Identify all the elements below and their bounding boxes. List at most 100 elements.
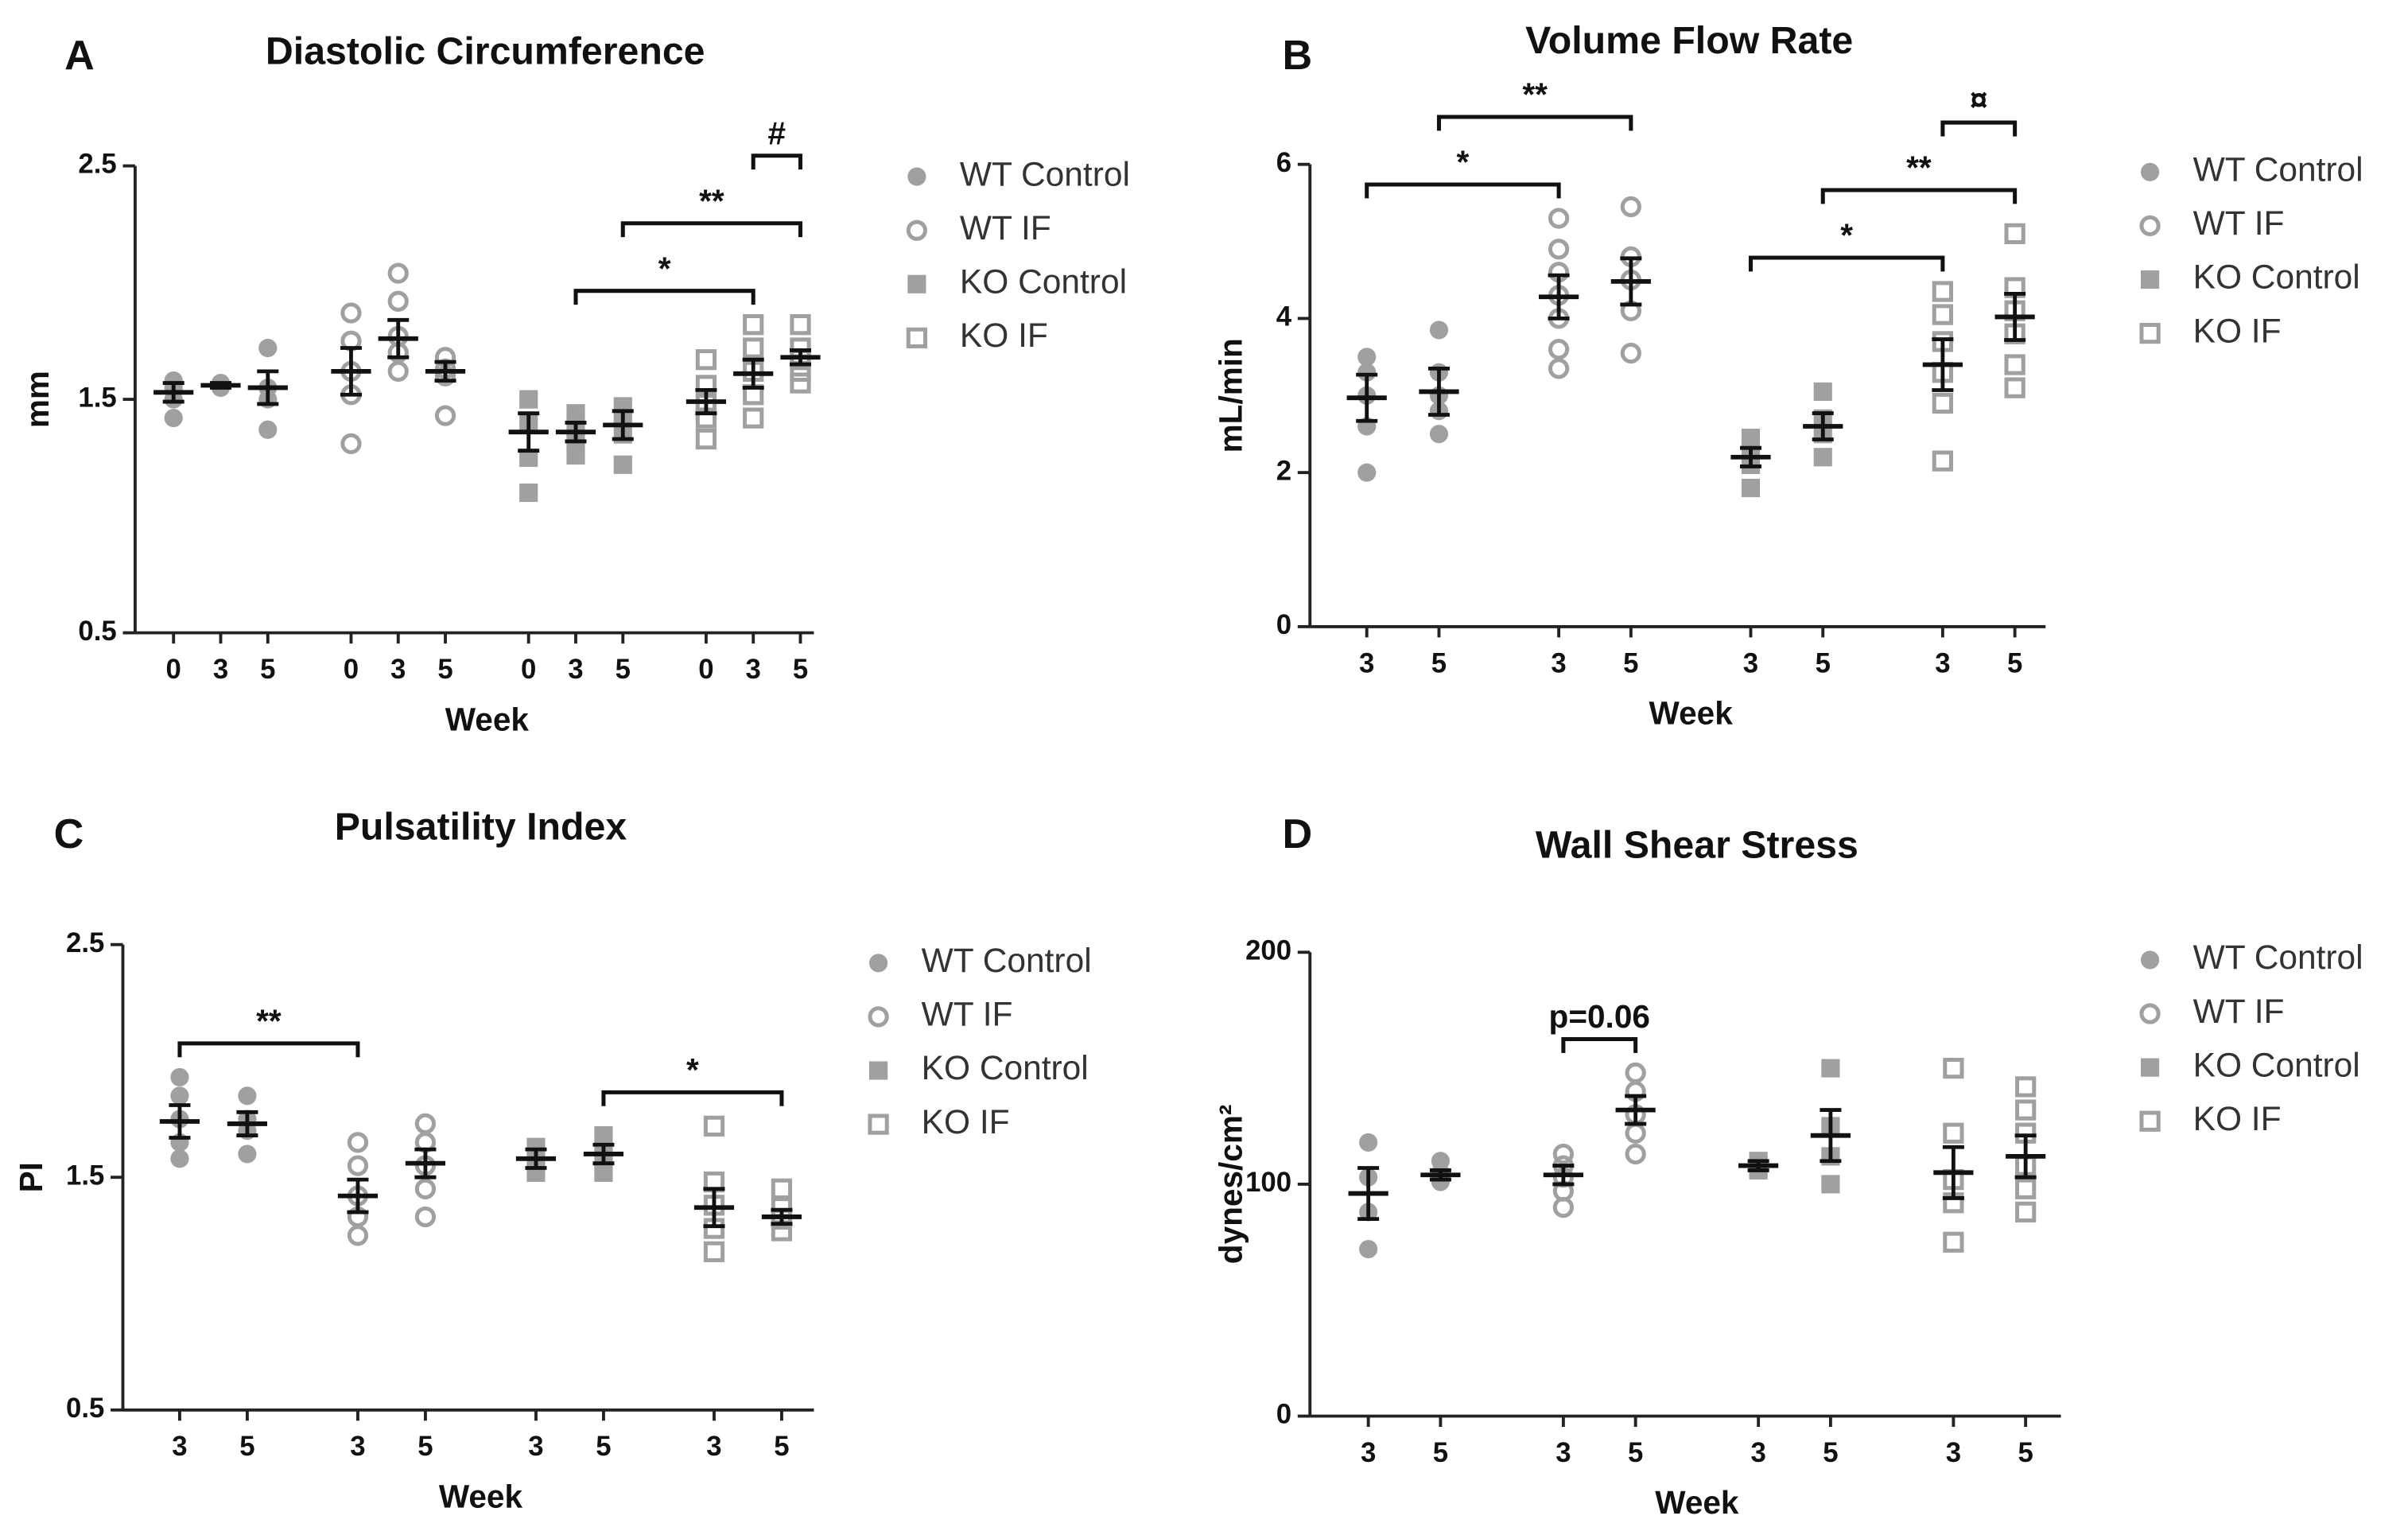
legend-marker [2139, 1003, 2161, 1024]
data-point [2015, 1076, 2037, 1098]
x-tick-label: 3 [706, 1432, 721, 1462]
x-tick-label: 3 [213, 655, 228, 685]
x-tick-label: 3 [1555, 1438, 1571, 1468]
x-axis-label: Week [1655, 1484, 1739, 1521]
data-point [695, 349, 717, 371]
chart-panel: A Diastolic Circumference mm 0.5 1.5 2.5 0 3 5 WT… [19, 29, 1130, 737]
panel-letter: D [1282, 811, 1312, 857]
data-point [1821, 1059, 1840, 1078]
data-point [695, 428, 717, 450]
data-point [771, 1178, 793, 1199]
significance-bracket [601, 1090, 784, 1106]
data-point [1548, 239, 1570, 260]
data-point [170, 1086, 189, 1106]
significance-label: # [768, 115, 786, 151]
data-point [1741, 478, 1761, 498]
legend-marker [907, 274, 926, 293]
legend-label: WT IF [2193, 993, 2285, 1031]
data-point [1932, 392, 1954, 414]
data-point [258, 420, 278, 439]
chart-title: Diastolic Circumference [266, 29, 705, 72]
legend-label: KO IF [2193, 1101, 2282, 1138]
x-tick-label: 5 [774, 1432, 789, 1462]
x-tick-label: 3 [1946, 1438, 1961, 1468]
data-point [387, 360, 409, 383]
legend-marker [907, 167, 926, 186]
legend-label: WT Control [2193, 939, 2363, 977]
significance-bracket [1436, 115, 1633, 131]
x-tick-label: 3 [1750, 1438, 1765, 1468]
significance-bracket [573, 289, 755, 305]
x-tick-label: 5 [1431, 648, 1447, 678]
data-point [790, 314, 811, 336]
data-point [1932, 281, 1954, 302]
significance-bracket [1748, 255, 1945, 272]
y-tick-label: 0.5 [66, 1393, 104, 1424]
data-point [1357, 363, 1377, 382]
data-point [703, 1241, 725, 1262]
legend-label: WT IF [2193, 205, 2285, 243]
data-point [238, 1086, 257, 1106]
y-axis-label: mL/min [1212, 338, 1249, 453]
data-point [1357, 463, 1377, 482]
significance-bracket [1561, 1036, 1638, 1053]
x-tick-label: 5 [1628, 1438, 1643, 1468]
data-point [1548, 358, 1570, 379]
y-axis-label: PI [13, 1162, 49, 1192]
significance-label: * [1457, 144, 1470, 181]
data-point [743, 314, 764, 336]
data-point [2015, 1201, 2037, 1223]
panel-letter: B [1282, 33, 1312, 79]
legend-label: KO IF [2193, 313, 2282, 350]
x-tick-label: 5 [260, 655, 275, 685]
x-tick-label: 5 [437, 655, 452, 685]
legend-label: WT Control [922, 942, 1092, 980]
data-point [1943, 1057, 1964, 1079]
data-point [414, 1113, 437, 1135]
data-point [613, 455, 632, 474]
data-point [1943, 1122, 1964, 1144]
legend-marker [869, 1061, 888, 1080]
data-point [1357, 348, 1377, 367]
significance-bracket [1940, 120, 2018, 137]
significance-bracket [1820, 188, 2018, 204]
y-tick-label: 2.5 [66, 928, 104, 958]
data-point [594, 1163, 613, 1182]
data-point [2004, 354, 2025, 375]
legend-marker [869, 954, 888, 973]
legend-label: WT IF [960, 210, 1051, 247]
x-tick-label: 5 [2007, 648, 2022, 678]
x-axis-label: Week [439, 1479, 523, 1515]
legend-marker [2139, 322, 2161, 344]
significance-label: ** [1522, 76, 1548, 113]
data-point [1620, 342, 1641, 364]
significance-label: * [1840, 217, 1853, 254]
data-point [1620, 196, 1641, 218]
y-tick-label: 2.5 [78, 150, 116, 180]
legend-label: KO IF [960, 317, 1048, 355]
data-point [347, 1155, 369, 1176]
x-tick-label: 3 [350, 1432, 365, 1462]
legend-marker [2140, 1058, 2160, 1077]
data-point [703, 1115, 725, 1137]
data-point [2004, 223, 2025, 244]
y-tick-label: 6 [1276, 148, 1291, 178]
chart-panel: D Wall Shear Stress dynes/cm² 0 100 200 3 5 WT C… [1212, 811, 2363, 1521]
data-point [1741, 428, 1761, 448]
data-point [1431, 1152, 1450, 1171]
legend-label: KO IF [922, 1104, 1010, 1141]
panel-letter: C [54, 811, 84, 857]
data-point [1625, 1143, 1646, 1165]
x-tick-label: 5 [616, 655, 631, 685]
x-tick-label: 3 [1551, 648, 1566, 678]
legend-label: KO Control [2193, 1047, 2360, 1084]
x-tick-label: 3 [1361, 1438, 1376, 1468]
x-tick-label: 5 [1623, 648, 1638, 678]
x-tick-label: 5 [596, 1432, 611, 1462]
data-point [566, 404, 585, 423]
data-point [434, 405, 456, 426]
y-tick-label: 4 [1276, 302, 1292, 332]
legend-marker [2139, 1110, 2161, 1132]
x-tick-label: 3 [172, 1432, 187, 1462]
significance-label: * [658, 250, 671, 286]
